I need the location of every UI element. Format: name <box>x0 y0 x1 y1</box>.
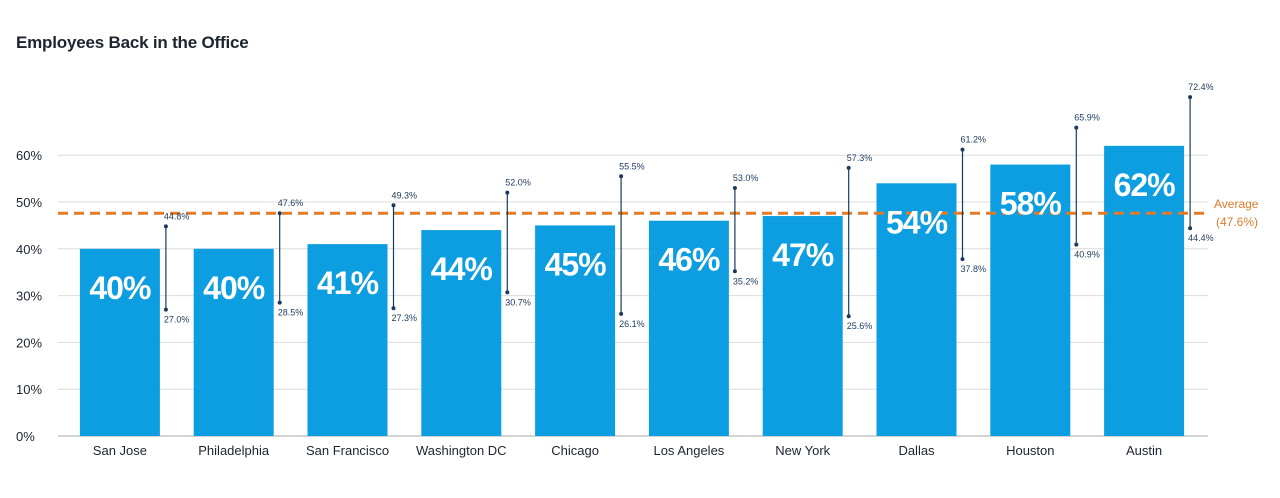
bar <box>876 183 957 436</box>
bar-value-label: 62% <box>1114 167 1176 203</box>
range-high-label: 44.8% <box>164 211 190 221</box>
y-tick-label: 10% <box>16 382 42 397</box>
range-low-point <box>846 314 851 319</box>
range-low-label: 35.2% <box>733 276 759 286</box>
range-low-point <box>732 269 737 274</box>
range-high-label: 61.2% <box>961 135 987 145</box>
bar <box>79 248 160 436</box>
bars <box>79 145 1185 436</box>
range-low-label: 27.3% <box>392 313 418 323</box>
range-low-label: 44.4% <box>1188 233 1214 243</box>
range-low-label: 28.5% <box>278 308 304 318</box>
range-high-point <box>277 211 282 216</box>
category-label: Chicago <box>551 443 599 458</box>
category-label: Austin <box>1126 443 1162 458</box>
range-high-point <box>619 174 624 179</box>
bar <box>535 225 616 436</box>
chart-title: Employees Back in the Office <box>16 33 249 52</box>
average-value-label: (47.6%) <box>1216 215 1258 229</box>
range-high-point <box>505 190 510 195</box>
range-low-label: 37.8% <box>961 264 987 274</box>
range-low-point <box>960 257 965 262</box>
range-low-label: 30.7% <box>505 297 531 307</box>
range-high-label: 55.5% <box>619 161 645 171</box>
bar <box>193 248 274 436</box>
range-high-point <box>163 224 168 229</box>
average-line-group: Average (47.6%) <box>58 197 1259 229</box>
category-label: Washington DC <box>416 443 507 458</box>
range-low-label: 27.0% <box>164 315 190 325</box>
category-label: Dallas <box>898 443 935 458</box>
bar-value-label: 47% <box>772 237 834 273</box>
range-high-point <box>846 165 851 170</box>
bar <box>990 164 1071 436</box>
range-high-point <box>391 203 396 208</box>
range-low-point <box>619 311 624 316</box>
range-low-label: 40.9% <box>1074 250 1100 260</box>
category-label: San Jose <box>93 443 147 458</box>
bar <box>648 220 729 436</box>
bar <box>1104 145 1185 436</box>
bar-value-label: 58% <box>1000 186 1062 222</box>
range-high-label: 53.0% <box>733 173 759 183</box>
y-tick-label: 40% <box>16 242 42 257</box>
y-tick-label: 20% <box>16 335 42 350</box>
range-low-point <box>277 300 282 305</box>
range-low-label: 26.1% <box>619 319 645 329</box>
average-label: Average <box>1214 197 1259 211</box>
bar <box>307 244 388 436</box>
bar-value-label: 41% <box>317 265 379 301</box>
y-tick-label: 60% <box>16 148 42 163</box>
range-high-label: 65.9% <box>1074 113 1100 123</box>
range-high-point <box>1188 95 1193 100</box>
range-low-point <box>163 307 168 312</box>
bar-value-label: 45% <box>545 246 607 282</box>
range-low-point <box>1074 242 1079 247</box>
range-high-label: 57.3% <box>847 153 873 163</box>
y-tick-label: 50% <box>16 195 42 210</box>
range-high-label: 72.4% <box>1188 82 1214 92</box>
range-low-point <box>505 290 510 295</box>
ranges <box>163 95 1193 319</box>
bar-value-label: 40% <box>89 270 151 306</box>
range-high-label: 47.6% <box>278 198 304 208</box>
bar-value-label: 40% <box>203 270 265 306</box>
range-high-point <box>732 185 737 190</box>
category-label: Philadelphia <box>198 443 270 458</box>
bar-value-label: 54% <box>886 204 948 240</box>
range-high-point <box>1074 125 1079 130</box>
range-low-label: 25.6% <box>847 321 873 331</box>
range-high-label: 49.3% <box>392 190 418 200</box>
range-low-point <box>1188 226 1193 231</box>
bar <box>762 216 843 436</box>
y-tick-label: 30% <box>16 289 42 304</box>
bar-value-label: 44% <box>431 251 493 287</box>
category-label: New York <box>775 443 830 458</box>
category-label: San Francisco <box>306 443 389 458</box>
category-label: Houston <box>1006 443 1054 458</box>
bar-value-label: 46% <box>658 242 720 278</box>
range-low-point <box>391 306 396 311</box>
y-tick-label: 0% <box>16 429 35 444</box>
category-label: Los Angeles <box>653 443 724 458</box>
range-high-point <box>960 147 965 152</box>
bar <box>421 230 502 436</box>
labels: 0% 10% 20% 30% 40% 50% 60% 40% San Jose 40% Philad… <box>16 82 1214 458</box>
range-high-label: 52.0% <box>505 178 531 188</box>
